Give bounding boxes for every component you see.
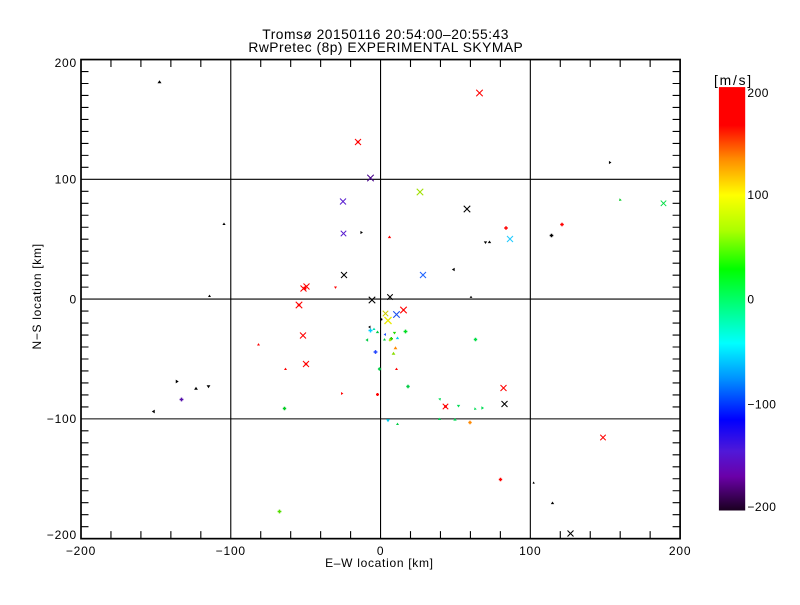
svg-text:100: 100 bbox=[747, 188, 769, 202]
svg-text:200: 200 bbox=[669, 544, 691, 558]
svg-text:−100: −100 bbox=[47, 412, 77, 426]
svg-text:200: 200 bbox=[747, 86, 769, 100]
svg-text:0: 0 bbox=[70, 292, 77, 306]
svg-text:−100: −100 bbox=[747, 398, 776, 412]
svg-text:RwPretec (8p) EXPERIMENTAL SKY: RwPretec (8p) EXPERIMENTAL SKYMAP bbox=[248, 40, 523, 55]
svg-text:200: 200 bbox=[55, 56, 77, 70]
svg-text:−200: −200 bbox=[66, 544, 96, 558]
svg-text:100: 100 bbox=[55, 172, 77, 186]
svg-text:0: 0 bbox=[377, 544, 384, 558]
svg-text:[m/s]: [m/s] bbox=[714, 73, 753, 88]
svg-text:−200: −200 bbox=[747, 500, 776, 514]
svg-text:Tromsø 20150116 20:54:00–20:55: Tromsø 20150116 20:54:00–20:55:43 bbox=[262, 27, 509, 42]
svg-text:0: 0 bbox=[747, 292, 754, 306]
svg-text:100: 100 bbox=[519, 544, 541, 558]
svg-text:E–W location [km]: E–W location [km] bbox=[325, 556, 434, 570]
svg-text:−200: −200 bbox=[47, 528, 77, 542]
svg-text:−100: −100 bbox=[216, 544, 246, 558]
svg-text:N−S location [km]: N−S location [km] bbox=[30, 243, 44, 349]
